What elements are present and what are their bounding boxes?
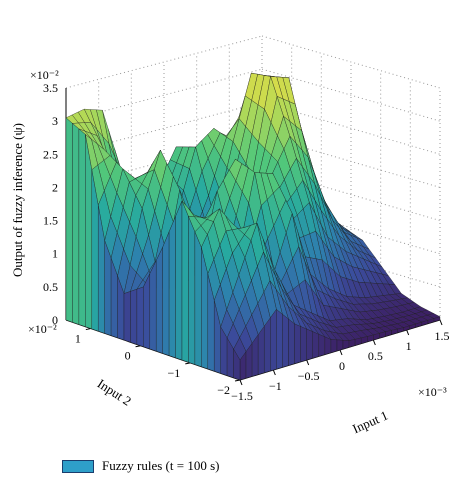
surface-skirt bbox=[143, 273, 150, 350]
surface-skirt bbox=[194, 231, 202, 367]
surface-skirt bbox=[130, 288, 138, 345]
x-axis-label: Input 1 bbox=[350, 407, 390, 436]
z-axis-label: Output of fuzzy inference (ψ) bbox=[10, 123, 25, 277]
z-tick-label: 3 bbox=[52, 114, 58, 128]
x-tick bbox=[406, 329, 410, 336]
z-tick-label: 0.5 bbox=[43, 280, 58, 294]
x-tick-label: 1 bbox=[406, 339, 412, 353]
z-tick-label: 2.5 bbox=[43, 147, 58, 161]
y-tick-label: −2 bbox=[217, 383, 230, 397]
surface-skirt bbox=[288, 318, 295, 366]
y-scale-label: ×10⁻² bbox=[28, 322, 57, 336]
surface-skirt bbox=[149, 260, 157, 352]
x-tick-label: 0.5 bbox=[368, 349, 383, 363]
z-scale-label: ×10⁻² bbox=[30, 68, 59, 82]
tick-labels: 0 0.5 1 1.5 2 2.5 3 3.5 1 0 −1 −2 −1.5 −1 −0.5 0 0.5 1 1.5 bbox=[43, 81, 450, 403]
surface-skirt bbox=[168, 216, 176, 359]
x-scale-label: ×10⁻³ bbox=[418, 385, 447, 399]
surface-skirt bbox=[330, 339, 338, 353]
y-tick bbox=[185, 362, 191, 365]
z-tick-label: 1.5 bbox=[43, 214, 58, 228]
surface-skirt bbox=[306, 328, 313, 361]
legend-swatch bbox=[62, 459, 94, 473]
surface-skirt bbox=[300, 326, 307, 363]
y-tick-label: −1 bbox=[168, 366, 181, 380]
y-tick bbox=[234, 379, 241, 382]
grid-line bbox=[261, 35, 441, 89]
grid-line bbox=[261, 68, 441, 122]
grid-line bbox=[65, 35, 263, 89]
x-tick-label: 1.5 bbox=[435, 329, 450, 343]
surface-skirt bbox=[78, 128, 86, 327]
x-tick bbox=[372, 339, 376, 346]
x-tick-label: −0.5 bbox=[298, 369, 320, 383]
surface-skirt bbox=[318, 334, 326, 357]
y-axis-label: Input 2 bbox=[95, 376, 134, 409]
surface-skirt bbox=[156, 247, 163, 354]
surface-skirt bbox=[85, 134, 92, 330]
surface-skirt bbox=[175, 200, 183, 361]
surface-skirt bbox=[72, 122, 80, 325]
surface-skirt bbox=[433, 316, 441, 323]
surface-skirt bbox=[270, 308, 277, 372]
z-tick-label: 2 bbox=[52, 180, 58, 194]
grid-line bbox=[65, 101, 263, 155]
surface-skirt bbox=[258, 325, 265, 375]
surface-skirt bbox=[65, 117, 73, 323]
z-tick-label: 1 bbox=[52, 247, 58, 261]
surface-skirt bbox=[324, 336, 332, 355]
surface-skirt bbox=[181, 200, 189, 363]
x-tick-label: −1.5 bbox=[231, 389, 253, 403]
grid-line bbox=[261, 168, 441, 222]
y-tick bbox=[85, 328, 91, 331]
surface-skirt bbox=[264, 317, 271, 373]
surface-skirt bbox=[136, 286, 144, 347]
grid-line bbox=[65, 68, 263, 122]
x-tick bbox=[339, 349, 343, 356]
x-tick-label: −1 bbox=[269, 379, 282, 393]
z-tick-label: 3.5 bbox=[43, 81, 58, 95]
surface-skirt bbox=[233, 348, 241, 381]
surface-skirt bbox=[282, 313, 289, 368]
surface-mesh bbox=[65, 72, 441, 381]
surface-skirt bbox=[162, 231, 170, 356]
surface-skirt bbox=[312, 331, 319, 359]
x-tick bbox=[439, 319, 443, 326]
z-tick-label: 0 bbox=[52, 313, 58, 327]
y-tick bbox=[135, 345, 141, 348]
surface-skirt bbox=[188, 216, 196, 365]
legend-label: Fuzzy rules (t = 100 s) bbox=[102, 458, 220, 473]
y-tick-label: 0 bbox=[125, 349, 131, 363]
surface-skirt bbox=[276, 309, 283, 370]
x-tick bbox=[272, 369, 276, 376]
grid-line bbox=[261, 101, 441, 155]
y-tick-label: 1 bbox=[75, 332, 81, 346]
surface-skirt bbox=[336, 339, 344, 352]
x-tick bbox=[306, 359, 310, 366]
grid-line bbox=[261, 201, 441, 255]
x-tick-label: 0 bbox=[339, 359, 345, 373]
x-tick bbox=[239, 379, 243, 386]
surface-skirt bbox=[294, 323, 301, 364]
surface-skirt bbox=[123, 291, 131, 343]
legend: Fuzzy rules (t = 100 s) bbox=[62, 456, 219, 476]
